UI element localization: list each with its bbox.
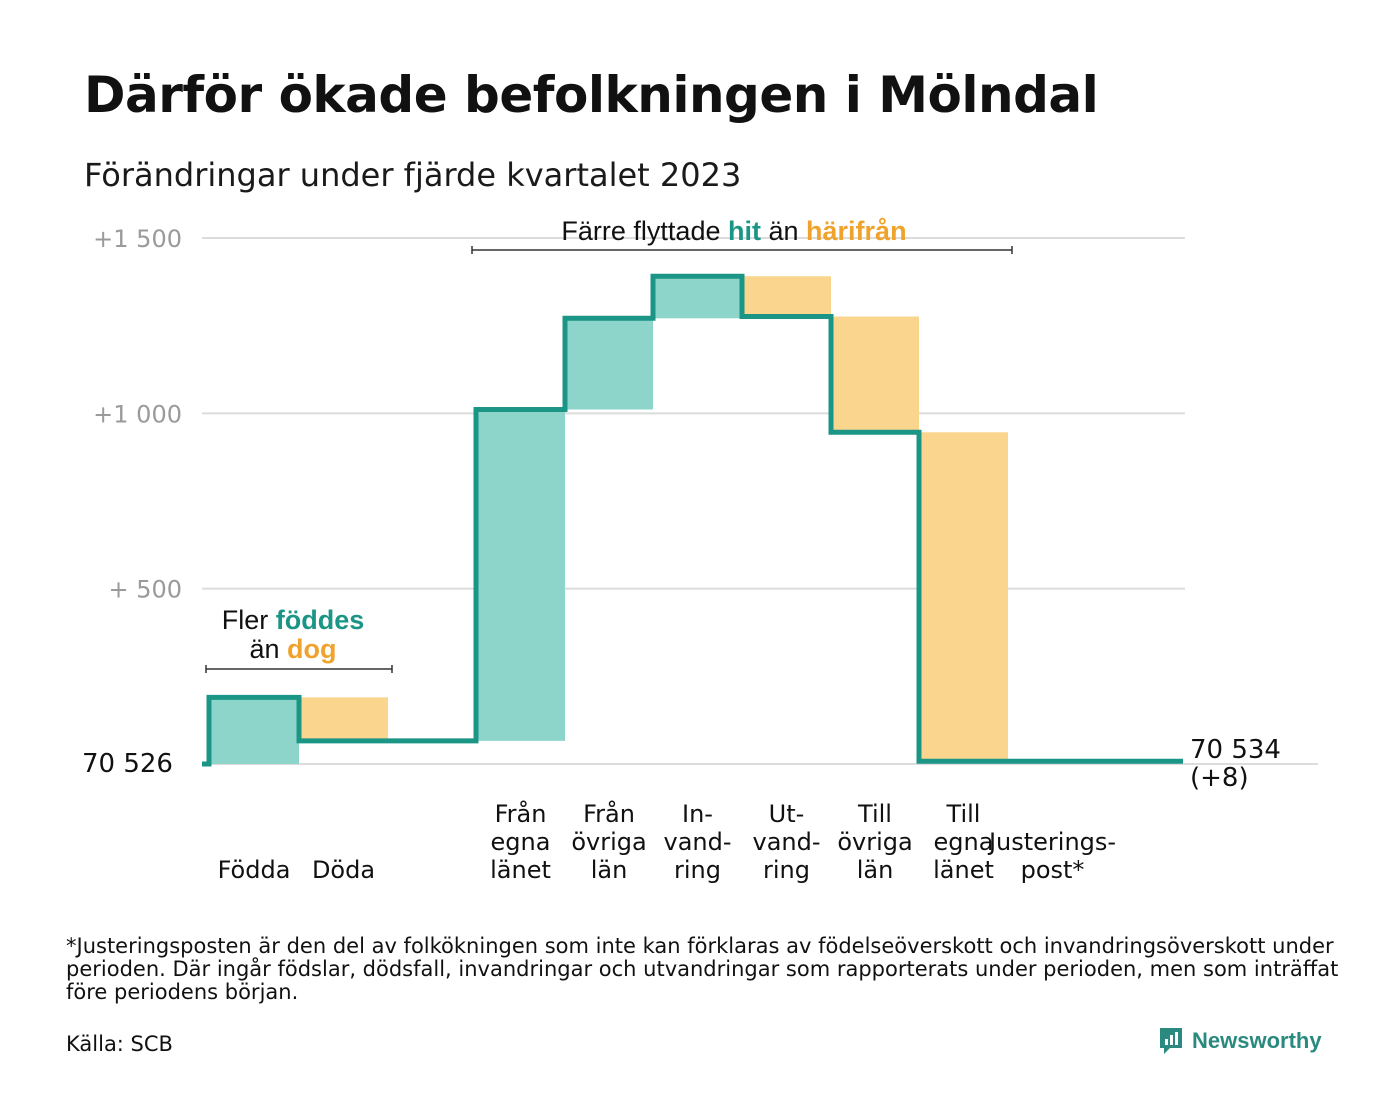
x-label-fran-egna-lanet: Från egna länet [490,799,551,884]
x-label-justeringspost: Justerings-post* [987,828,1116,884]
newsworthy-brand[interactable]: Newsworthy [1158,1026,1322,1056]
chart-title: Därför ökade befolkningen i Mölndal [84,66,1099,124]
annotation-text: än [249,634,287,664]
x-label-line: Ut- [769,800,805,828]
bar-fran-egna-lanet [476,409,565,741]
x-label-line: länet [490,856,551,884]
bar-fran-ovriga-lan [565,318,653,410]
x-label-line: vand- [752,828,820,856]
x-label-line: Till [857,800,892,828]
x-label-fran-ovriga-lan: Från övriga län [571,799,646,884]
y-tick-label: +1 000 [93,400,182,428]
bar-till-ovriga-lan [831,316,919,433]
x-label-till-ovriga-lan: Till övriga län [837,800,912,884]
end-value-line: 70 534 [1190,735,1281,765]
x-label-line: Från [583,799,635,828]
cumulative-step-line [202,273,1183,767]
x-label-line: län [591,856,628,884]
annotation-text: dog [287,634,336,664]
annotation-text: hit [728,216,761,246]
annotation-births-bracket [205,665,393,673]
y-tick-label: +1 500 [93,225,182,253]
annotation-text: Färre flyttade [561,216,728,246]
newsworthy-logo-icon [1160,1028,1182,1054]
x-label-line: Från [495,799,547,828]
x-label-line: egna [934,828,994,856]
annotation-text: föddes [276,605,365,635]
bar-till-egna-lanet [919,432,1008,762]
end-value-label: 70 534 (+8) [1190,735,1281,793]
bar-fodda [209,697,299,764]
chart-subtitle: Förändringar under fjärde kvartalet 2023 [84,156,742,194]
x-label-line: övriga [837,828,912,856]
x-label-invandring: In-vand-ring [663,800,731,884]
x-label-line: Till [946,800,981,828]
x-label-doda: Döda [312,856,375,884]
bar-invandring [653,276,742,319]
x-label-line: övriga [571,828,646,856]
x-label-line: länet [933,856,994,884]
x-label-line: Döda [312,856,375,884]
x-label-line: län [857,856,894,884]
source-label: Källa: SCB [66,1032,173,1056]
annotation-text: än [761,216,806,246]
y-tick-label: + 500 [108,576,182,604]
x-label-line: post* [1021,856,1085,884]
bar-doda [299,697,388,741]
bar-utvandring [742,276,831,317]
x-label-line: In- [682,800,713,828]
x-label-line: ring [763,856,810,884]
x-label-line: egna [491,828,551,856]
annotation-text: härifrån [806,216,907,246]
baseline-value-label: 70 526 [82,749,173,779]
end-value-line: (+8) [1190,763,1249,793]
x-label-line: Födda [218,856,291,884]
footnote: *Justeringsposten är den del av folkökni… [66,934,1339,1004]
x-label-till-egna-lanet: Till egna länet [933,800,994,884]
annotation-births: Fler föddes än dog [222,605,365,664]
x-label-line: Justerings- [987,828,1116,856]
x-label-line: vand- [663,828,731,856]
annotation-text: Fler [222,605,276,635]
annotation-migration-bracket [471,246,1013,254]
brand-name: Newsworthy [1192,1028,1322,1053]
annotation-migration: Färre flyttade hit än härifrån [561,216,906,246]
x-label-line: ring [674,856,721,884]
x-label-fodda: Födda [218,856,291,884]
x-label-utvandring: Ut-vand-ring [752,800,820,884]
